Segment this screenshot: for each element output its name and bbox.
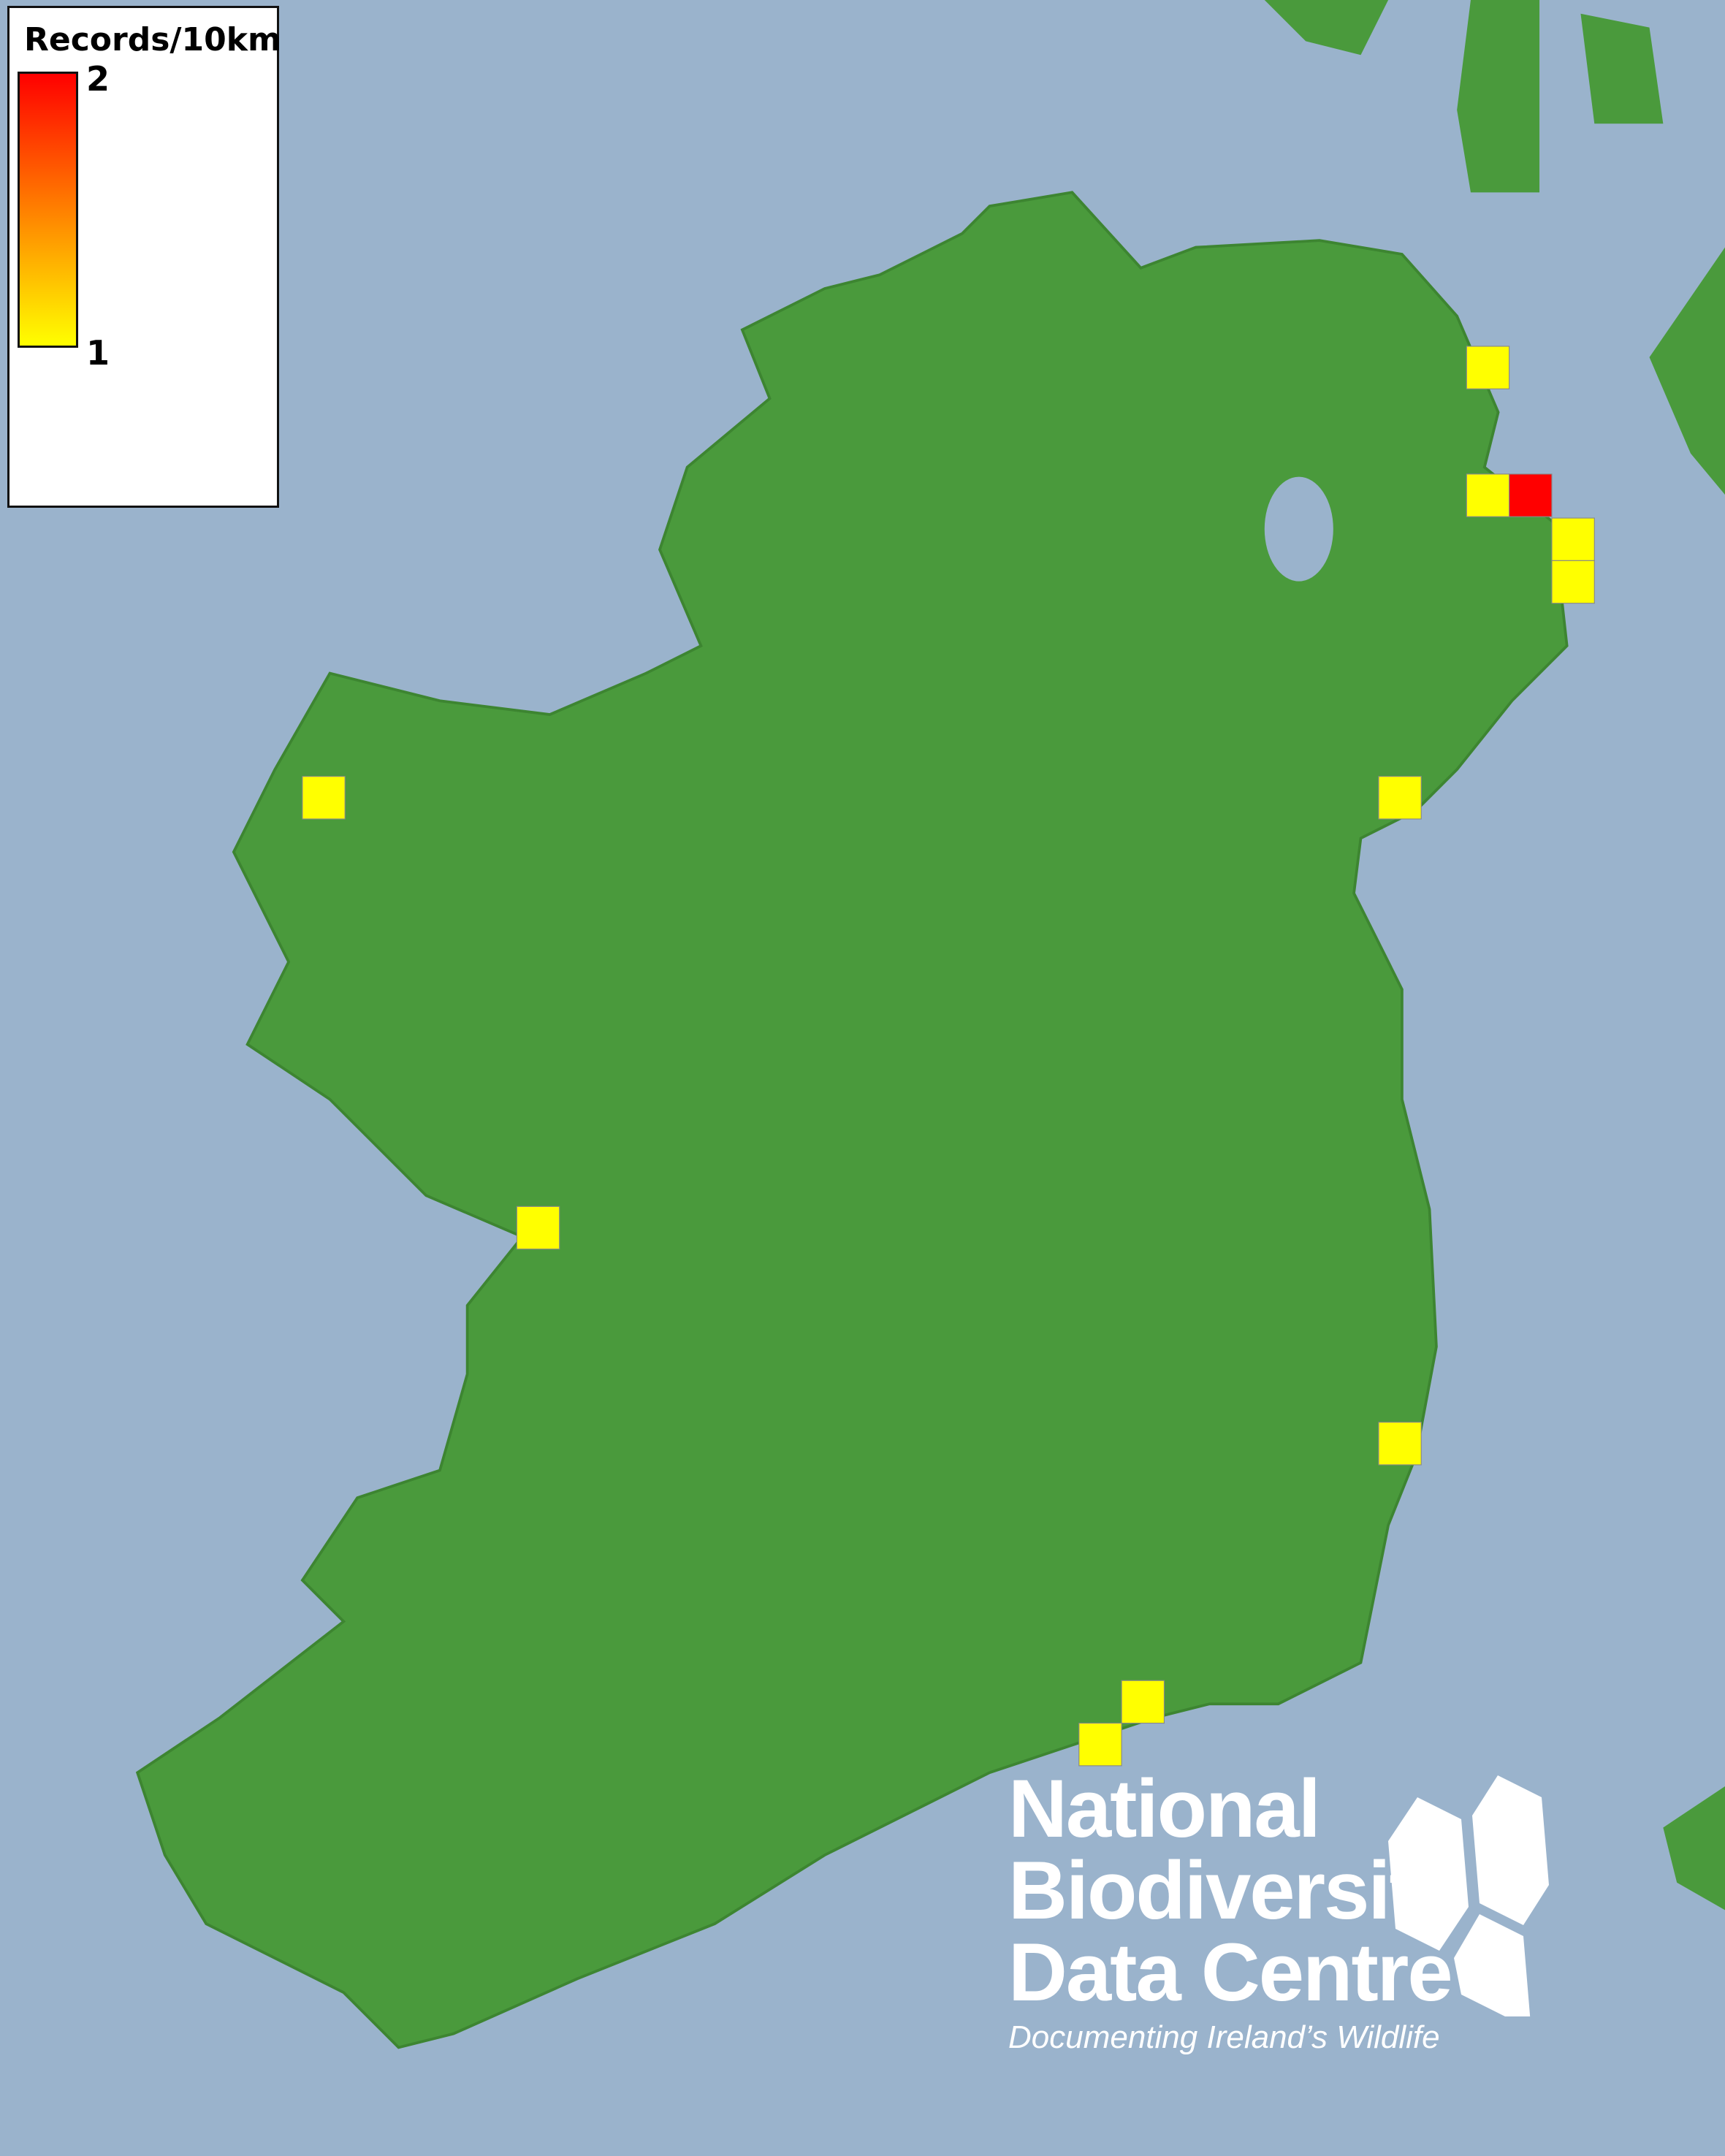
record-square[interactable]	[1078, 1722, 1122, 1767]
logo-hexagon-icons	[1388, 1775, 1549, 2016]
record-square[interactable]	[1551, 517, 1595, 561]
legend-max-label: 2	[86, 59, 110, 99]
legend-min-label: 1	[86, 333, 110, 373]
record-square[interactable]	[516, 1205, 560, 1250]
record-square[interactable]	[302, 776, 346, 820]
ireland-landmass	[135, 191, 1569, 2049]
record-square[interactable]	[1466, 473, 1510, 517]
record-square[interactable]	[1466, 346, 1510, 389]
butterfly-icon	[1472, 1775, 1549, 1925]
logo-tagline: Documenting Ireland’s Wildlife	[1008, 2019, 1440, 2055]
record-square[interactable]	[1551, 560, 1595, 604]
seahorse-icon	[1454, 1914, 1531, 2016]
lough-neagh	[1264, 476, 1333, 582]
legend-title: Records/10km	[24, 21, 281, 58]
logo-line-2: Biodiversity	[1008, 1845, 1461, 1936]
record-square[interactable]	[1378, 776, 1422, 820]
tree-icon	[1388, 1797, 1469, 1951]
record-square[interactable]	[1378, 1422, 1422, 1466]
legend: Records/10km 2 1	[7, 6, 281, 508]
nbdc-logo: National Biodiversity Data Centre Docume…	[1008, 1763, 1461, 2056]
legend-color-ramp	[18, 72, 78, 348]
record-square[interactable]	[1509, 473, 1553, 517]
logo-line-3: Data Centre	[1008, 1927, 1453, 2018]
logo-line-1: National	[1008, 1763, 1321, 1854]
record-square[interactable]	[1121, 1680, 1165, 1724]
